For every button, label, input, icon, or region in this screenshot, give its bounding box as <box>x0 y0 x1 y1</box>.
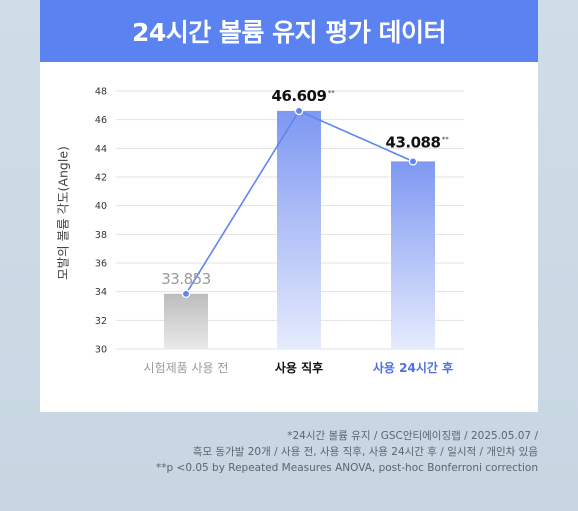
x-tick-label: 사용 24시간 후 <box>373 360 453 375</box>
y-axis-label: 모발의 볼륨 각도(Angle) <box>55 146 71 280</box>
y-tick-label: 30 <box>95 345 107 356</box>
y-tick-label: 42 <box>95 173 107 184</box>
footnotes: *24시간 볼륨 유지 / GSC안티에이징랩 / 2025.05.07 / 흑… <box>156 428 538 476</box>
data-label: 43.088 <box>386 133 441 151</box>
title-bar: 24시간 볼륨 유지 평가 데이터 <box>40 0 538 62</box>
data-point <box>294 106 304 116</box>
significance-mark: ** <box>442 135 450 143</box>
footnote-line: *24시간 볼륨 유지 / GSC안티에이징랩 / 2025.05.07 / <box>287 430 538 442</box>
data-point <box>181 289 191 299</box>
y-tick-label: 46 <box>95 115 107 126</box>
footnote-line: 흑모 동가발 20개 / 사용 전, 사용 직후, 사용 24시간 후 / 일시… <box>192 446 538 458</box>
y-tick-label: 38 <box>95 230 107 241</box>
bar <box>391 161 435 349</box>
data-label: 46.609 <box>272 87 327 105</box>
data-point <box>408 157 418 166</box>
footnote-line: **p <0.05 by Repeated Measures ANOVA, po… <box>156 462 538 474</box>
bar <box>277 110 321 349</box>
y-tick-label: 48 <box>95 87 107 98</box>
y-tick-label: 40 <box>95 201 107 212</box>
y-tick-label: 34 <box>95 287 107 298</box>
y-tick-label: 44 <box>95 144 107 155</box>
x-tick-label: 시험제품 사용 전 <box>144 361 229 375</box>
significance-mark: ** <box>328 89 336 97</box>
page-title: 24시간 볼륨 유지 평가 데이터 <box>131 18 447 47</box>
y-tick-label: 32 <box>95 316 107 327</box>
x-tick-label: 사용 직후 <box>275 360 323 375</box>
data-label: 33.853 <box>161 270 211 288</box>
y-tick-label: 36 <box>95 259 107 270</box>
bar <box>164 293 208 349</box>
